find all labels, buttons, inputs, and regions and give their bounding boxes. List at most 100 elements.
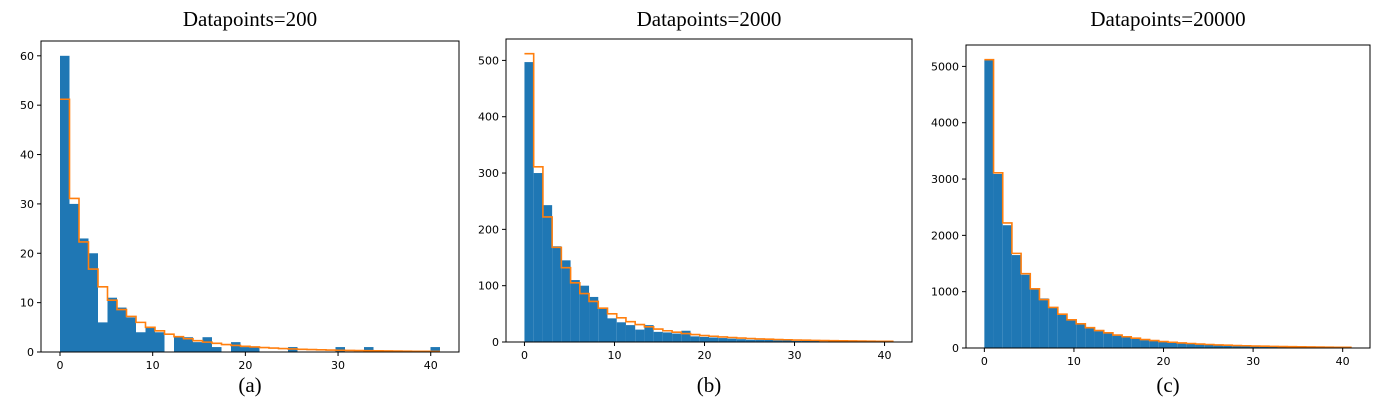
step-line	[60, 98, 440, 353]
histogram-bar	[1250, 346, 1260, 348]
histogram-bar	[625, 325, 636, 342]
histogram-bar	[1195, 344, 1205, 348]
histogram-bar	[542, 205, 553, 342]
histogram-bar	[1186, 343, 1196, 348]
histogram-bar	[69, 203, 79, 352]
y-tick-label: 500	[478, 54, 499, 67]
histogram-bar	[736, 339, 746, 342]
x-tick-label: 0	[57, 359, 64, 372]
histogram-bar	[136, 332, 146, 352]
histogram-bar	[570, 280, 580, 342]
histogram-bar	[1103, 333, 1113, 348]
histogram-bar	[993, 173, 1003, 348]
histogram-bar	[1048, 307, 1058, 348]
histogram-bar	[202, 337, 212, 352]
histogram-bar	[690, 336, 700, 342]
histogram-bar	[126, 317, 136, 352]
histogram-bar	[727, 338, 737, 342]
histogram-bar	[589, 296, 599, 342]
histogram-bar	[107, 297, 117, 352]
y-tick-label: 0	[492, 336, 499, 349]
histogram-bar	[681, 330, 691, 342]
y-tick-label: 400	[478, 111, 499, 124]
histogram-bar	[561, 260, 571, 342]
histogram-bar	[1204, 344, 1214, 348]
x-tick-label: 0	[521, 349, 528, 362]
panel-b: 0 10 20 30 400100200300400500Datapoints=2000…	[478, 7, 913, 397]
histogram-bar	[250, 347, 260, 352]
histogram-bar	[755, 339, 765, 342]
histogram-bar	[1011, 255, 1022, 348]
histogram-bar	[79, 238, 89, 352]
histogram-bar	[1259, 346, 1269, 348]
histogram-bar	[193, 342, 203, 352]
y-tick-label: 4000	[931, 117, 959, 130]
histogram-bar	[616, 322, 626, 342]
chart-title: Datapoints=2000	[637, 7, 782, 31]
histogram-bar	[1122, 337, 1132, 348]
y-tick-label: 10	[20, 297, 34, 310]
histogram-bar	[533, 173, 543, 342]
histogram-bar	[430, 347, 440, 352]
histogram-bar	[662, 332, 673, 342]
histogram-bar	[1021, 274, 1031, 348]
histogram-bar	[231, 342, 241, 352]
y-tick-label: 2000	[931, 229, 959, 242]
y-tick-label: 300	[478, 167, 499, 180]
histogram-bar	[183, 337, 193, 352]
axes-frame	[965, 44, 1371, 349]
y-tick-label: 1000	[931, 286, 959, 299]
histogram-bar	[773, 340, 783, 342]
x-tick-label: 30	[1246, 355, 1260, 368]
histogram-bar	[1030, 288, 1040, 348]
axes-frame	[505, 38, 913, 343]
x-tick-label: 10	[607, 349, 621, 362]
histogram-bar	[635, 329, 645, 342]
histogram-bar	[1085, 328, 1095, 348]
histogram-bar	[1112, 335, 1123, 348]
histogram-bar	[1177, 343, 1187, 348]
histogram-bar	[1057, 314, 1067, 348]
histogram-bar	[174, 337, 184, 352]
histogram-bar	[810, 340, 820, 342]
histogram-bar	[1232, 345, 1242, 348]
x-tick-label: 20	[1157, 355, 1171, 368]
y-tick-label: 30	[20, 198, 34, 211]
y-tick-label: 60	[20, 50, 34, 63]
histogram-bar	[524, 62, 534, 343]
histogram-bar	[240, 347, 250, 352]
histogram-bar	[653, 331, 663, 342]
panel-caption: (a)	[238, 373, 261, 397]
histogram-bar	[1213, 345, 1224, 348]
histogram-bar	[155, 332, 165, 352]
panel-caption: (c)	[1156, 373, 1179, 397]
y-tick-label: 40	[20, 149, 34, 162]
histogram-bar	[117, 307, 127, 352]
histogram-bar	[782, 340, 793, 342]
histogram-bar	[1158, 341, 1168, 348]
x-tick-label: 40	[424, 359, 438, 372]
histogram-bar	[212, 347, 222, 352]
histogram-bar	[598, 308, 608, 342]
histogram-bar	[98, 322, 108, 352]
histogram-bar	[552, 246, 562, 342]
x-tick-label: 40	[878, 349, 892, 362]
x-tick-label: 30	[331, 359, 345, 372]
y-tick-label: 50	[20, 99, 34, 112]
histogram-bar	[607, 318, 617, 342]
panel-c: 0 10 20 30 40 0 1000 2000 3000 4000 5000 Datapoints…	[931, 7, 1371, 397]
histogram-bar	[1241, 345, 1251, 348]
histogram-bar	[364, 347, 374, 352]
y-tick-label: 5000	[931, 60, 959, 73]
x-tick-label: 10	[146, 359, 160, 372]
panel-a: 0 10 20 30 40 0 10 20 30 40 50 60 Datapoints=200 (a)	[20, 7, 460, 397]
y-tick-label: 200	[478, 223, 499, 236]
histogram-bar	[801, 340, 811, 342]
histogram-bar	[764, 339, 774, 342]
histogram-bar	[672, 333, 682, 342]
x-tick-label: 20	[238, 359, 252, 372]
histogram-bar	[579, 285, 590, 342]
y-tick-label: 100	[478, 280, 499, 293]
chart-title: Datapoints=200	[183, 7, 317, 31]
